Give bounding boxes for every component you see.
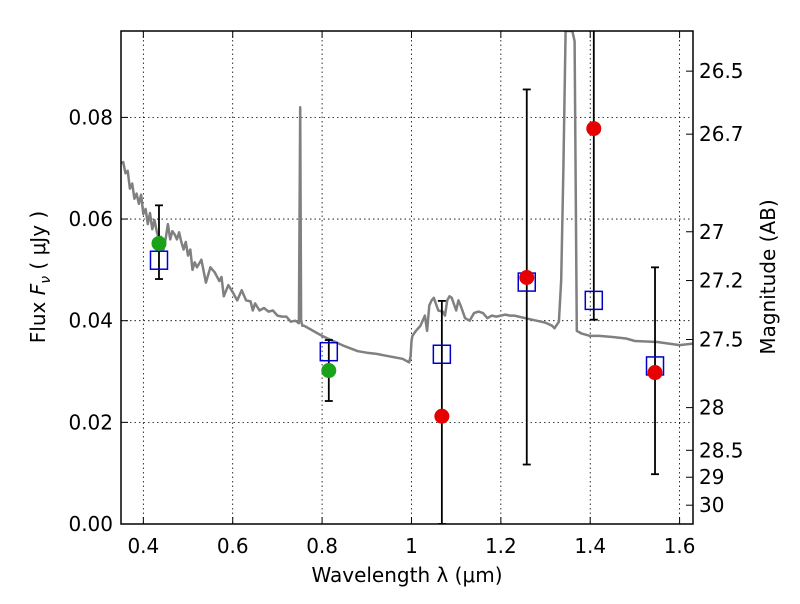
y-tick-label: 0.00 xyxy=(68,512,113,536)
y-tick-label: 0.04 xyxy=(68,309,113,333)
x-tick-label: 1.4 xyxy=(574,534,606,558)
model-square-layer xyxy=(149,250,665,376)
y2-tick-label: 27.2 xyxy=(699,269,744,293)
x-axis-label: Wavelength λ (μm) xyxy=(311,563,502,587)
green-data-point xyxy=(151,235,167,251)
plot-frame xyxy=(120,30,694,525)
x-tick-label: 0.6 xyxy=(217,534,249,558)
y2-tick-label: 28.5 xyxy=(699,438,744,462)
red-data-point xyxy=(647,365,663,381)
plot-area xyxy=(121,31,693,524)
red-data-point xyxy=(586,121,602,137)
model-flux-square xyxy=(319,341,339,362)
model-flux-square xyxy=(432,344,452,364)
y-axis-label: Flux Fν ( μJy ) xyxy=(26,211,54,343)
y2-tick-label: 27.5 xyxy=(699,328,744,352)
green-data-point xyxy=(321,363,337,379)
y-tick-label: 0.06 xyxy=(68,207,113,231)
model-flux-square xyxy=(584,290,604,311)
x-tick-label: 0.8 xyxy=(306,534,338,558)
y2-tick-label: 28 xyxy=(699,396,724,420)
y2-tick-label: 26.7 xyxy=(699,122,744,146)
y-tick-label: 0.02 xyxy=(68,410,113,434)
red-data-point xyxy=(434,408,450,424)
model-flux-square xyxy=(149,250,169,270)
red-data-point xyxy=(519,270,535,285)
y2-tick-label: 29 xyxy=(699,465,724,489)
x-tick-label: 1.2 xyxy=(485,534,517,558)
x-tick-label: 1.6 xyxy=(664,534,696,558)
y2-tick-label: 27 xyxy=(699,220,724,244)
sed-layer xyxy=(121,31,693,364)
x-tick-label: 0.4 xyxy=(127,534,159,558)
y-tick-label: 0.08 xyxy=(68,105,113,129)
grid-layer xyxy=(121,31,693,525)
y2-tick-label: 26.5 xyxy=(699,59,744,83)
tick-layer: 0.4 0.6 0.8 1 1.2 1.4 1.6 0.00 0.02 0.04 0.06 0.08 2… xyxy=(68,31,744,558)
x-tick-label: 1 xyxy=(405,534,418,558)
sed-spectrum-line xyxy=(121,31,693,364)
y2-axis-label: Magnitude (AB) xyxy=(756,199,780,354)
point-layer xyxy=(151,121,663,424)
errorbar-layer xyxy=(154,31,660,524)
y2-tick-label: 30 xyxy=(699,493,724,517)
